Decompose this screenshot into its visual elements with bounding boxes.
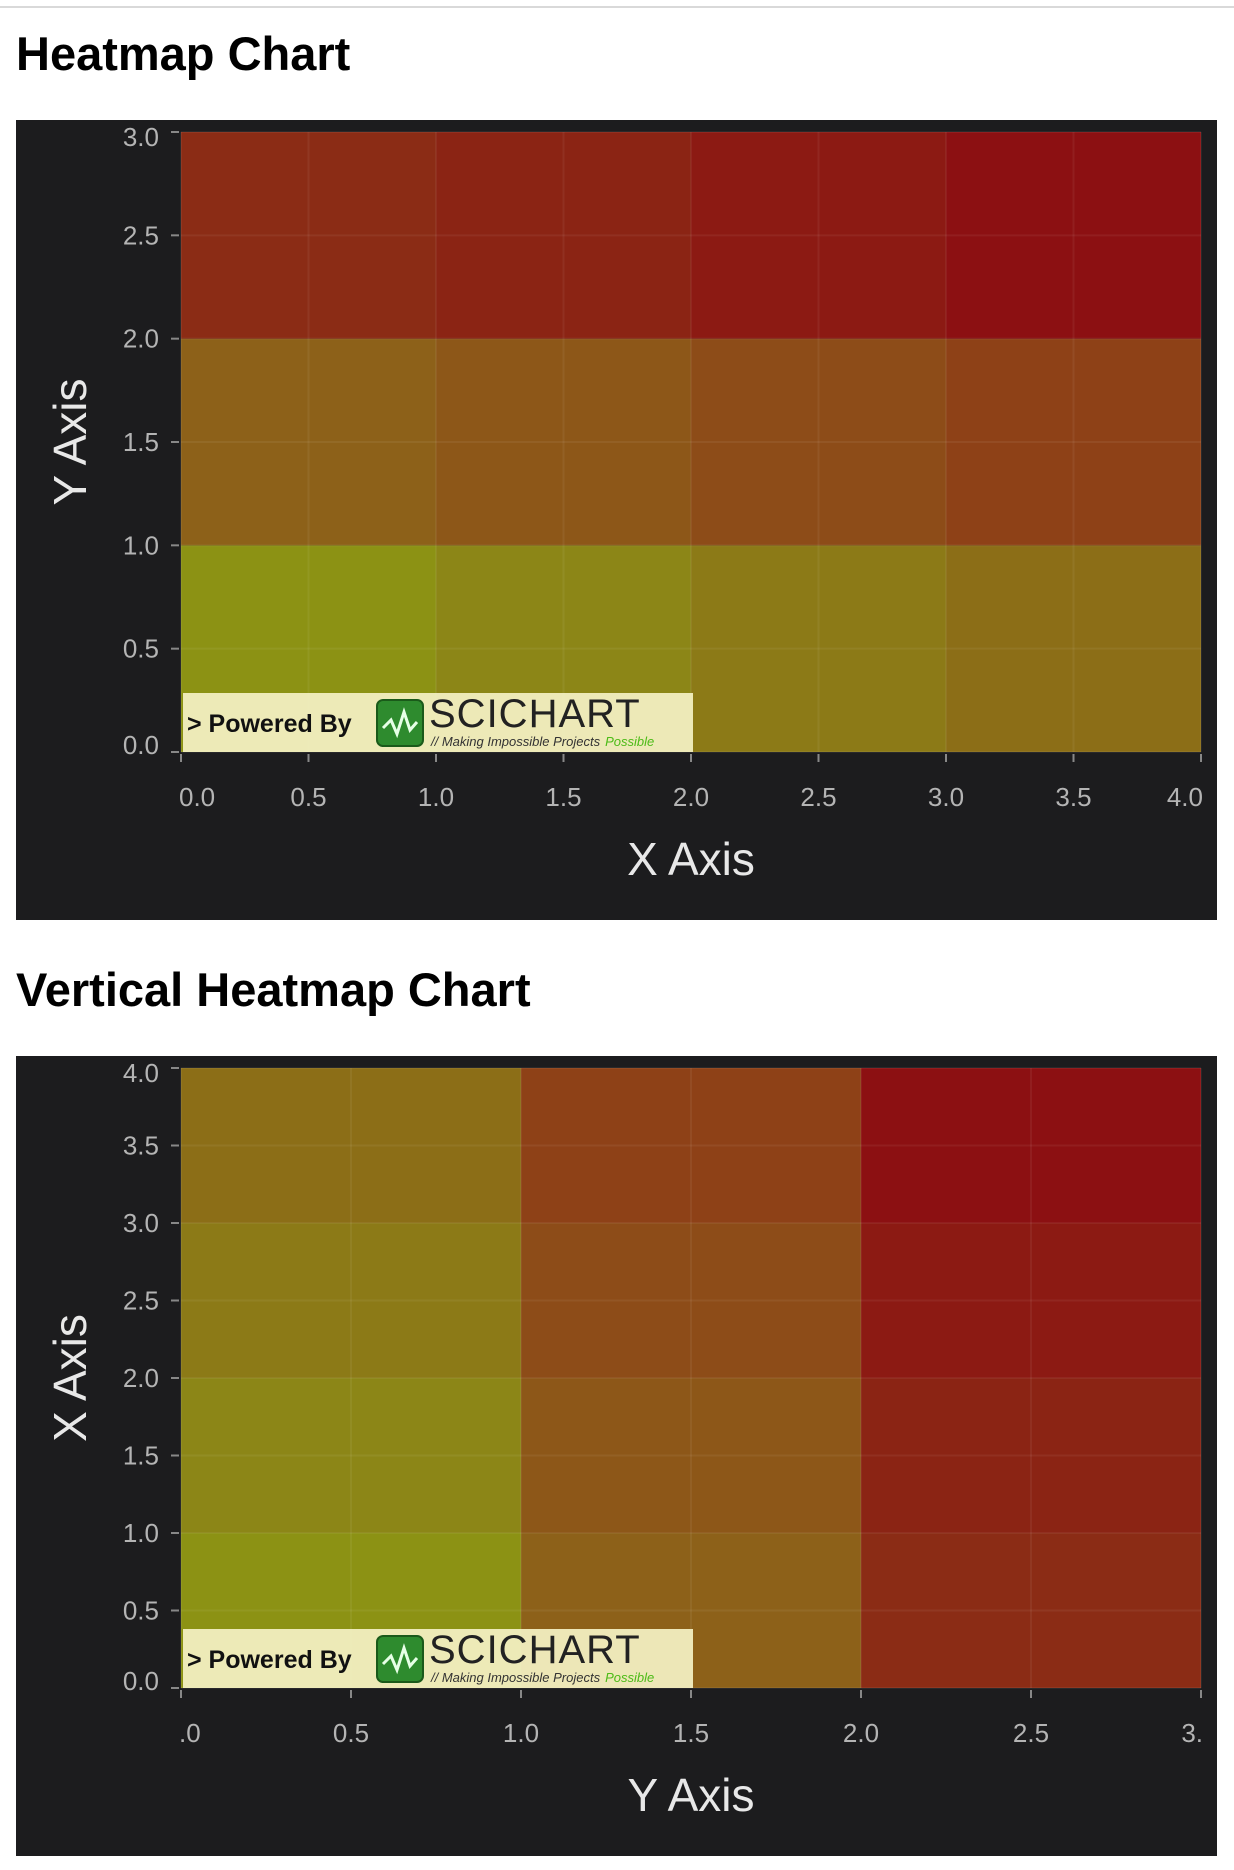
y-tick-label: 0.5 <box>123 634 159 664</box>
watermark-prefix: > Powered By <box>187 1646 352 1674</box>
grid-lines <box>180 131 1202 753</box>
y-axis-title: Y Axis <box>44 379 96 506</box>
x-tick-label: 3.0 <box>928 782 964 812</box>
x-tick-label: 2.5 <box>1013 1718 1049 1748</box>
heatmap-cell[interactable] <box>861 1533 1201 1688</box>
x-tick-label: 4.0 <box>1167 782 1203 812</box>
watermark-background <box>183 1629 693 1688</box>
logo-waveform-icon <box>381 707 419 739</box>
x-tick-label: 2.0 <box>673 782 709 812</box>
y-tick-label: 1.0 <box>123 530 159 560</box>
y-tick-label: 3.0 <box>123 122 159 152</box>
watermark-tagline-text: // Making Impossible Projects <box>430 1670 601 1685</box>
watermark-brand: SCICHART <box>429 692 641 736</box>
y-tick-label: 1.5 <box>123 1441 159 1471</box>
x-tick-label: 1.0 <box>503 1718 539 1748</box>
x-tick-label: 2.5 <box>800 782 836 812</box>
x-tick-label: 1.5 <box>673 1718 709 1748</box>
heatmap-cell[interactable] <box>521 1068 861 1223</box>
y-axis-title: X Axis <box>44 1314 96 1442</box>
y-tick-label: 0.0 <box>123 730 159 760</box>
watermark-brand: SCICHART <box>429 1628 641 1672</box>
vertical-heatmap-chart-panel[interactable]: .0 0.5 1.0 1.5 2.0 2.5 3. 0.0 0.5 1.0 1.5 2.0 2.5 3.0… <box>16 1056 1217 1856</box>
heatmap-cell[interactable] <box>521 1223 861 1378</box>
heatmap-cells <box>181 132 1201 752</box>
heatmap-cell[interactable] <box>946 338 1201 546</box>
x-tick-label: 0.5 <box>333 1718 369 1748</box>
heatmap-cell[interactable] <box>861 1223 1201 1378</box>
watermark-tagline-accent: Possible <box>605 734 654 749</box>
y-axis[interactable]: 0.0 0.5 1.0 1.5 2.0 2.5 3.0 3.5 4.0 <box>123 1058 179 1696</box>
watermark-tagline-accent: Possible <box>605 1670 654 1685</box>
heatmap-cell[interactable] <box>181 1068 521 1223</box>
heatmap-cell[interactable] <box>946 545 1201 752</box>
heatmap-chart[interactable]: 0.0 0.5 1.0 1.5 2.0 2.5 3.0 3.5 4.0 0.0 0.5 1.0 1.5 2… <box>16 120 1217 920</box>
y-tick-label: 4.0 <box>123 1058 159 1088</box>
scichart-watermark[interactable]: > Powered By SCICHART// Making Impossible… <box>183 1628 693 1688</box>
vertical-heatmap-chart[interactable]: .0 0.5 1.0 1.5 2.0 2.5 3. 0.0 0.5 1.0 1.5 2.0 2.5 3.0… <box>16 1056 1217 1856</box>
y-tick-label: 0.0 <box>123 1666 159 1696</box>
watermark-tagline: // Making Impossible Projects Possible <box>430 734 654 749</box>
y-tick-label: 1.0 <box>123 1518 159 1548</box>
heatmap-cell[interactable] <box>861 1068 1201 1223</box>
heatmap-chart-panel[interactable]: 0.0 0.5 1.0 1.5 2.0 2.5 3.0 3.5 4.0 0.0 0.5 1.0 1.5 2… <box>16 120 1217 920</box>
x-axis-title: Y Axis <box>628 1769 755 1821</box>
x-axis-title: X Axis <box>627 833 755 885</box>
heatmap-cell[interactable] <box>946 132 1201 339</box>
y-tick-label: 2.5 <box>123 1286 159 1316</box>
watermark-tagline-text: // Making Impossible Projects <box>430 734 601 749</box>
heatmap-cell[interactable] <box>181 1223 521 1378</box>
x-axis[interactable]: .0 0.5 1.0 1.5 2.0 2.5 3. <box>179 1690 1203 1748</box>
heatmap-cell[interactable] <box>691 132 946 339</box>
scichart-watermark[interactable]: > Powered By SCICHART// Making Impossible… <box>183 692 693 752</box>
x-axis[interactable]: 0.0 0.5 1.0 1.5 2.0 2.5 3.0 3.5 4.0 <box>179 754 1203 812</box>
x-tick-label: .0 <box>179 1718 201 1748</box>
heatmap-cell[interactable] <box>861 1378 1201 1533</box>
y-tick-label: 2.5 <box>123 220 159 250</box>
watermark-tagline: // Making Impossible Projects Possible <box>430 1670 654 1685</box>
heatmap-cell[interactable] <box>436 338 691 546</box>
heatmap-cell[interactable] <box>181 338 436 546</box>
y-tick-label: 2.0 <box>123 324 159 354</box>
x-tick-label: 3.5 <box>1055 782 1091 812</box>
x-tick-label: 0.0 <box>179 782 215 812</box>
x-tick-label: 3. <box>1181 1718 1203 1748</box>
x-tick-label: 0.5 <box>290 782 326 812</box>
top-divider <box>0 6 1234 8</box>
watermark-prefix: > Powered By <box>187 710 352 738</box>
heatmap-cell[interactable] <box>691 545 946 752</box>
x-tick-label: 1.0 <box>418 782 454 812</box>
x-tick-label: 2.0 <box>843 1718 879 1748</box>
y-tick-label: 3.0 <box>123 1208 159 1238</box>
y-tick-label: 1.5 <box>123 427 159 457</box>
y-tick-label: 2.0 <box>123 1363 159 1393</box>
vertical-heatmap-section-title: Vertical Heatmap Chart <box>16 963 531 1016</box>
heatmap-cell[interactable] <box>691 338 946 546</box>
watermark-background <box>183 693 693 752</box>
logo-waveform-icon <box>381 1643 419 1675</box>
heatmap-cell[interactable] <box>181 132 436 339</box>
heatmap-cell[interactable] <box>436 132 691 339</box>
heatmap-cell[interactable] <box>521 1378 861 1533</box>
y-tick-label: 3.5 <box>123 1131 159 1161</box>
heatmap-section-title: Heatmap Chart <box>16 27 351 80</box>
heatmap-cell[interactable] <box>181 1378 521 1533</box>
y-tick-label: 0.5 <box>123 1596 159 1626</box>
y-axis[interactable]: 0.0 0.5 1.0 1.5 2.0 2.5 3.0 <box>123 122 179 760</box>
x-tick-label: 1.5 <box>545 782 581 812</box>
